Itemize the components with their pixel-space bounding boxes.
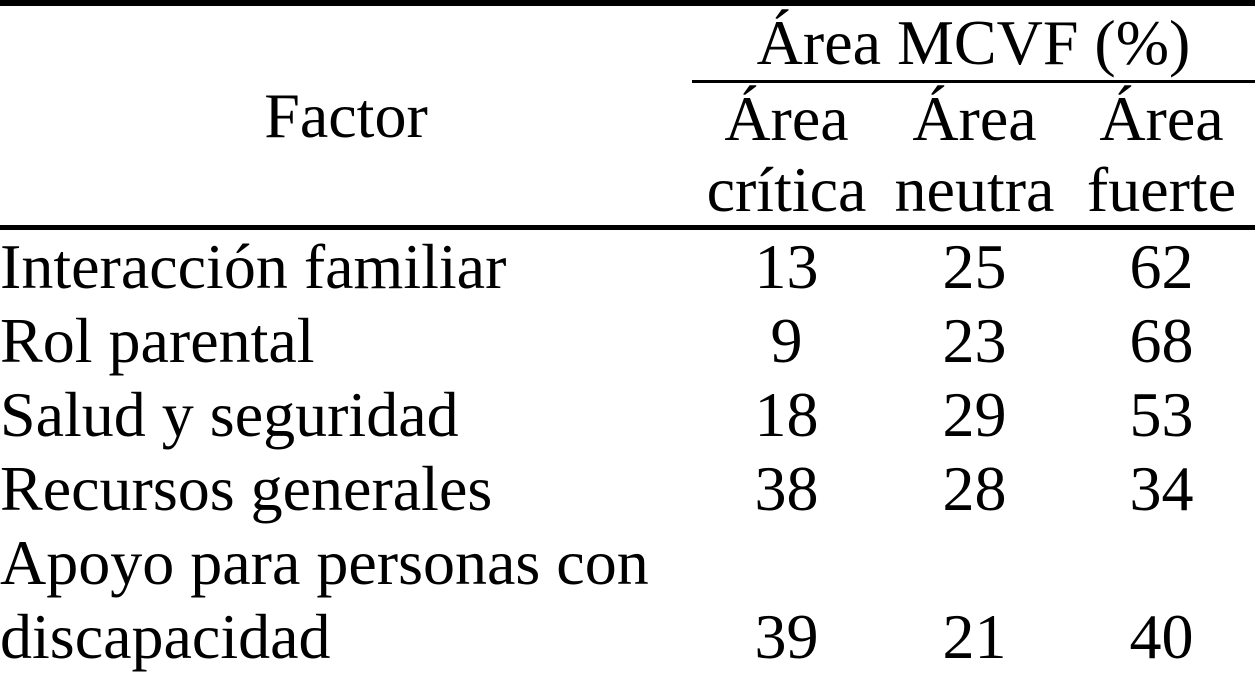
factor-cell: Rol parental xyxy=(0,305,315,376)
table-row: Rol parental 9 23 68 xyxy=(0,304,1255,378)
factor-cell: Apoyo para personas con discapacidad xyxy=(0,527,649,672)
table-row: Recursos generales 38 28 34 xyxy=(0,452,1255,526)
value-cell-critica: 38 xyxy=(754,453,819,524)
value-cell-critica: 9 xyxy=(770,305,803,376)
subheader-area-fuerte: Área fuerte xyxy=(1086,83,1237,225)
value-cell-fuerte: 62 xyxy=(1129,231,1194,302)
subheader-area-neutra: Área neutra xyxy=(894,83,1055,225)
table-row: Interacción familiar 13 25 62 xyxy=(0,228,1255,305)
table-header: Factor Área MCVF (%) Área crítica Área n… xyxy=(0,3,1255,228)
factor-cell: Recursos generales xyxy=(0,453,493,524)
factor-cell: Interacción familiar xyxy=(0,231,507,302)
value-cell-fuerte: 53 xyxy=(1129,379,1194,450)
table-row: Apoyo para personas con discapacidad 39 … xyxy=(0,526,1255,673)
subheader-area-critica: Área crítica xyxy=(706,83,867,225)
value-cell-critica: 39 xyxy=(754,601,819,672)
value-cell-neutra: 29 xyxy=(942,379,1007,450)
value-cell-neutra: 25 xyxy=(942,231,1007,302)
value-cell-fuerte: 40 xyxy=(1129,601,1194,672)
spanner-header: Área MCVF (%) xyxy=(692,3,1255,83)
value-cell-neutra: 28 xyxy=(942,453,1007,524)
value-cell-critica: 18 xyxy=(754,379,819,450)
factor-column-header: Factor xyxy=(264,79,428,151)
factor-cell: Salud y seguridad xyxy=(0,379,459,450)
value-cell-neutra: 23 xyxy=(942,305,1007,376)
value-cell-fuerte: 34 xyxy=(1129,453,1194,524)
value-cell-neutra: 21 xyxy=(942,601,1007,672)
value-cell-fuerte: 68 xyxy=(1129,305,1194,376)
subheader-row: Área crítica Área neutra Área fuerte xyxy=(0,82,1255,228)
table-body: Interacción familiar 13 25 62 Rol parent… xyxy=(0,228,1255,673)
value-cell-critica: 13 xyxy=(754,231,819,302)
table-row: Salud y seguridad 18 29 53 xyxy=(0,378,1255,452)
spanner-row: Factor Área MCVF (%) xyxy=(0,3,1255,151)
